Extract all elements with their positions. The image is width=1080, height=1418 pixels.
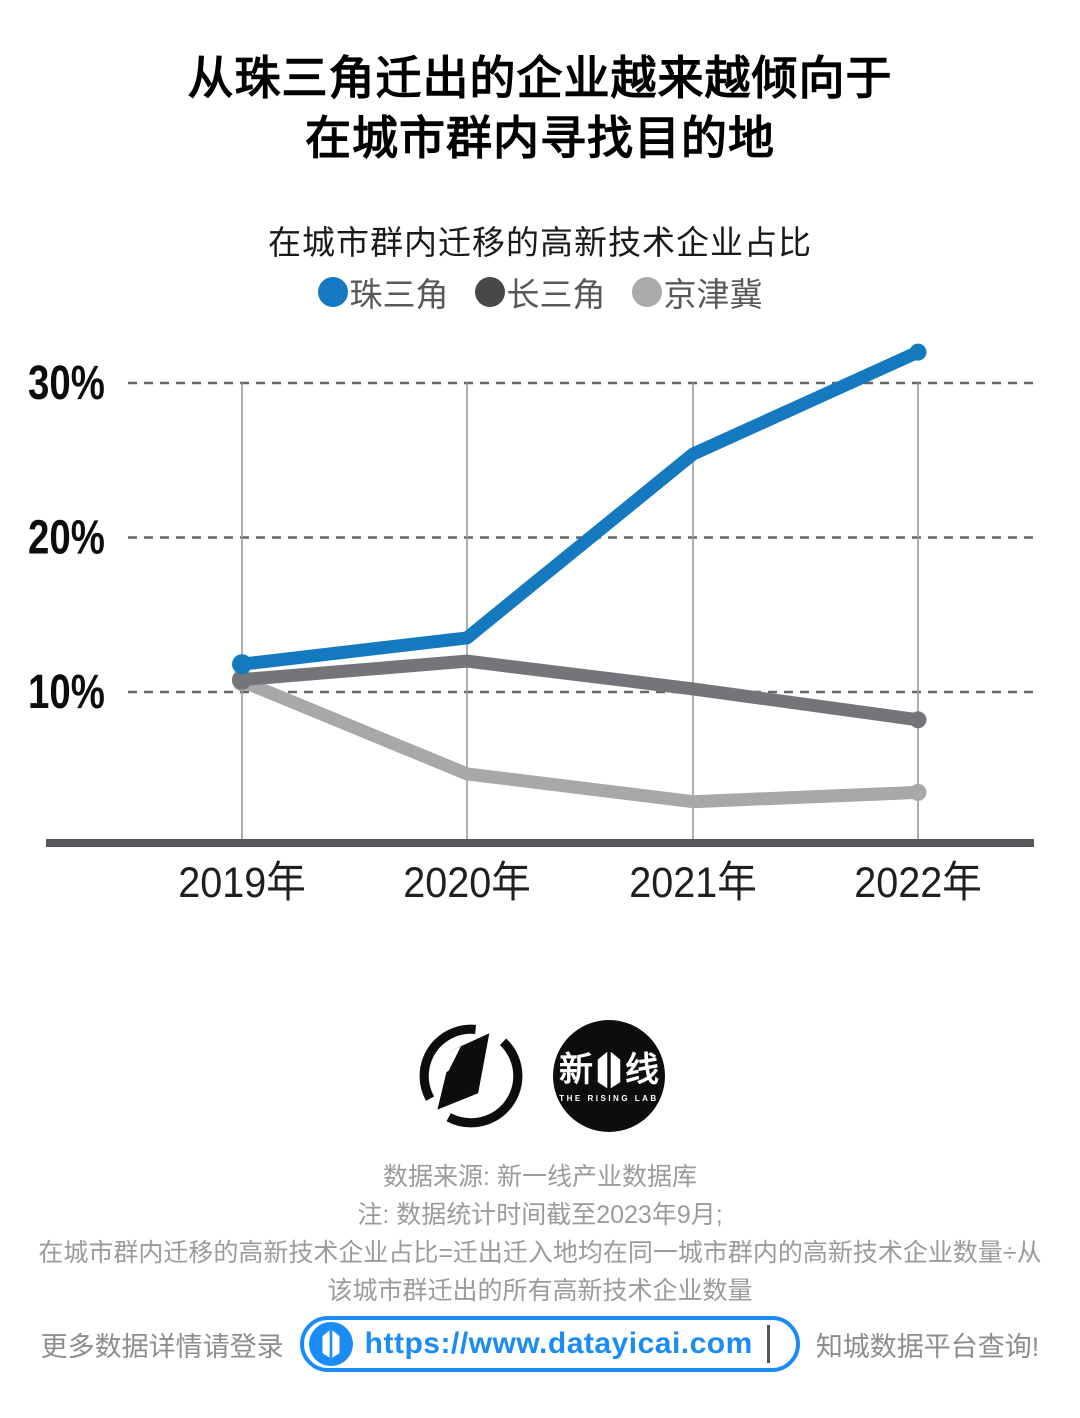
line-chart: 10% 20% 30% 2019年 2020年 2021年 2022年	[0, 335, 1080, 925]
bottom-bar-right-text: 知城数据平台查询!	[815, 1331, 1040, 1362]
legend-dot-lightgray-icon	[631, 277, 662, 307]
series-lines	[232, 343, 927, 809]
svg-text:30%: 30%	[28, 357, 105, 410]
stat-time-note: 注: 数据统计时间截至2023年9月;	[357, 1201, 723, 1229]
chart-subtitle: 在城市群内迁移的高新技术企业占比	[268, 224, 812, 261]
legend-item-jingjinji: 京津冀	[631, 268, 763, 316]
footer-notes: 数据来源: 新一线产业数据库 注: 数据统计时间截至2023年9月; 在城市群内…	[20, 1158, 1060, 1310]
svg-text:2021年: 2021年	[629, 858, 757, 906]
website-url[interactable]: https://www.datayicai.com	[364, 1327, 753, 1360]
definition-note-line1: 在城市群内迁移的高新技术企业占比=迁出迁入地均在同一城市群内的高新技术企业数量÷…	[38, 1239, 1042, 1267]
rising-lab-logo-cn: 新 线	[559, 1050, 659, 1090]
logo-char-xin: 新	[559, 1050, 593, 1089]
logo-char-xian: 线	[625, 1050, 659, 1089]
yicai-compass-logo-icon	[419, 1024, 523, 1128]
axis-labels: 10% 20% 30% 2019年 2020年 2021年 2022年	[28, 357, 982, 906]
chart-legend: 珠三角 长三角 京津冀	[0, 268, 1080, 316]
svg-text:10%: 10%	[28, 666, 105, 719]
chart-svg: 10% 20% 30% 2019年 2020年 2021年 2022年	[28, 343, 1034, 906]
data-source-note: 数据来源: 新一线产业数据库	[383, 1163, 697, 1191]
title-line-1: 从珠三角迁出的企业越来越倾向于	[187, 52, 893, 104]
legend-item-zhusanjiao: 珠三角	[317, 268, 449, 316]
website-url-pill[interactable]: https://www.datayicai.com	[299, 1316, 800, 1372]
rising-lab-logo: 新 线 THE RISING LAB	[553, 1020, 665, 1132]
bottom-bar-left-text: 更多数据详情请登录	[40, 1331, 284, 1362]
legend-label: 京津冀	[663, 276, 763, 313]
svg-text:2020年: 2020年	[403, 858, 531, 906]
datayicai-logo-icon	[308, 1322, 353, 1366]
title-line-2: 在城市群内寻找目的地	[305, 112, 775, 164]
year-gridlines	[241, 383, 919, 843]
rising-lab-one-glyph-icon	[597, 1051, 621, 1088]
legend-item-changsanjiao: 长三角	[474, 268, 606, 316]
svg-text:20%: 20%	[28, 512, 105, 565]
rising-lab-logo-sub: THE RISING LAB	[559, 1093, 659, 1103]
definition-note-line2: 该城市群迁出的所有高新技术企业数量	[327, 1277, 753, 1305]
legend-label: 珠三角	[349, 276, 449, 313]
text-cursor	[766, 1325, 770, 1363]
legend-label: 长三角	[506, 276, 606, 313]
brand-logos: 新 线 THE RISING LAB	[0, 1020, 1080, 1132]
svg-text:2022年: 2022年	[854, 858, 982, 906]
svg-text:2019年: 2019年	[178, 858, 306, 906]
legend-dot-darkgray-icon	[474, 277, 505, 307]
bottom-bar: 更多数据详情请登录 https://www.datayicai.com 知城数据…	[0, 1316, 1080, 1372]
legend-dot-blue-icon	[317, 277, 348, 307]
page-title: 从珠三角迁出的企业越来越倾向于 在城市群内寻找目的地	[0, 48, 1080, 168]
